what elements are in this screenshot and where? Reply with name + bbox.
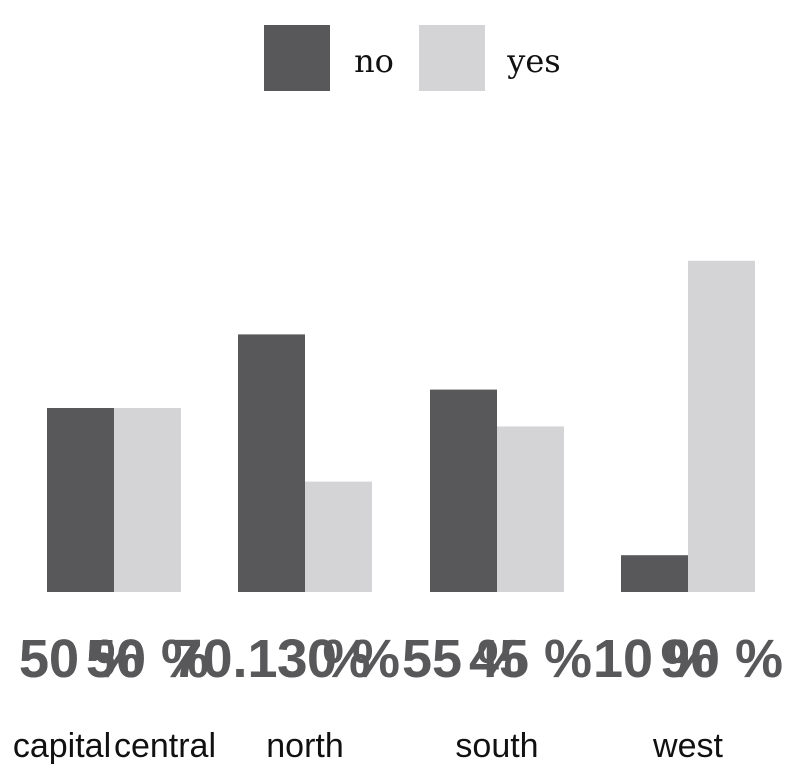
bar-central-no [47, 408, 114, 592]
legend-label-no: no [354, 42, 394, 80]
legend-swatch-yes [419, 25, 485, 91]
bar-south-yes [497, 426, 564, 592]
category-label-west: west [652, 727, 723, 765]
data-label-south-yes: 45 % [469, 629, 592, 689]
data-labels: 50 %50 %50 %50 %70.13 %30 % 55 %45 % 10 %9… [19, 629, 783, 689]
category-label-capital: capital [13, 727, 111, 765]
legend-swatch-no [264, 25, 330, 91]
data-label-capital-no: 50 % [19, 629, 142, 689]
legend-label-yes: yes [506, 42, 560, 80]
category-labels: capital central north south west [13, 727, 724, 765]
data-label-north-yes: 30 % [277, 629, 400, 689]
category-label-north: north [266, 727, 344, 765]
bar-south-no [430, 389, 497, 592]
bar-north-no [238, 334, 305, 592]
bar-central-yes [114, 408, 181, 592]
category-label-central: central [114, 727, 216, 765]
bars [47, 260, 755, 592]
data-label-central-yes: 50 % [86, 629, 209, 689]
bar-west-yes [688, 260, 755, 592]
data-label-capital-yes: 50 % [86, 629, 209, 689]
bar-north-yes [305, 481, 372, 592]
legend: no yes [264, 25, 561, 91]
category-label-south: south [455, 727, 538, 765]
data-label-north-no: 70.13 % [172, 629, 370, 689]
data-label-central-no: 50 % [19, 629, 142, 689]
data-label-west-yes: 90 % [660, 629, 783, 689]
data-label-west-no: 10 % [593, 629, 716, 689]
bar-west-no [621, 555, 688, 592]
data-label-south-no: 55 % [402, 629, 525, 689]
